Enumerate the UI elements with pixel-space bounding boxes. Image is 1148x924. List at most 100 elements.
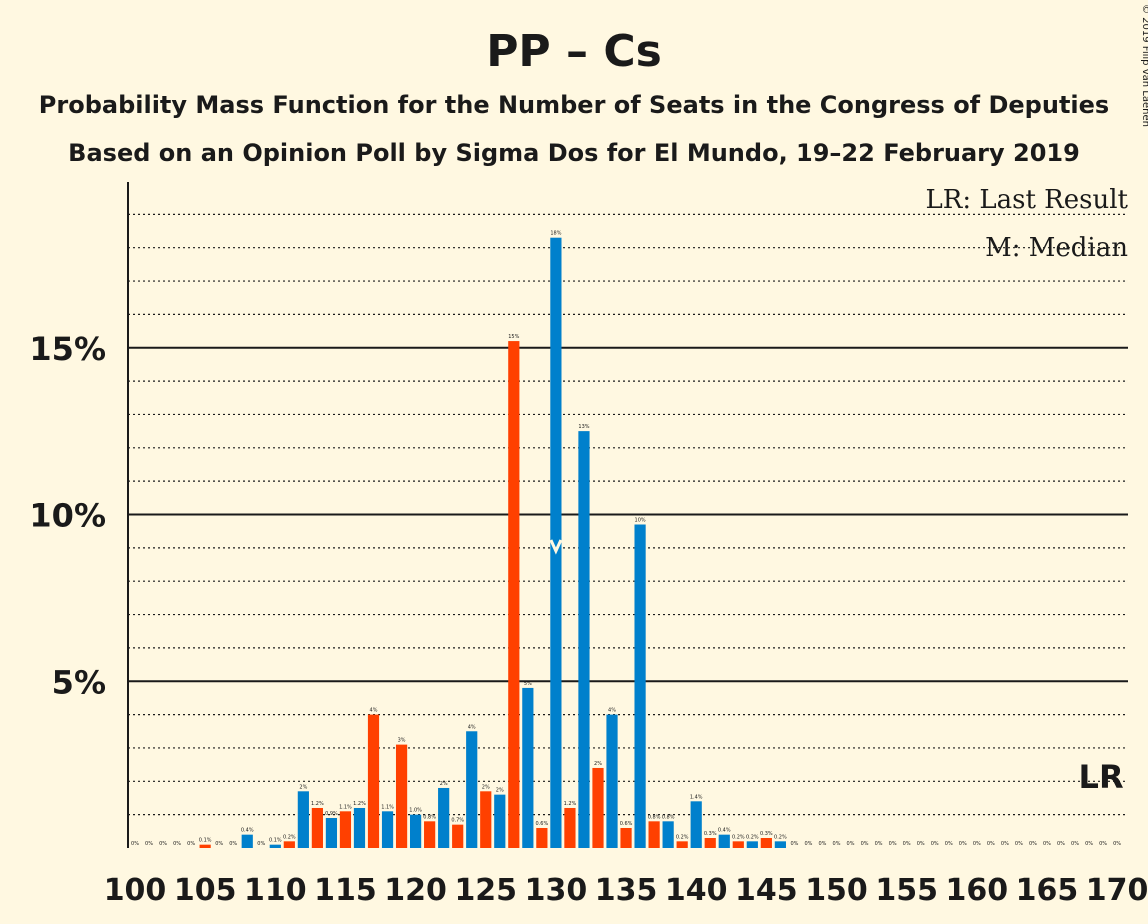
bar-label-165: 0%	[1043, 841, 1051, 847]
y-tick-label: 5%	[52, 663, 106, 701]
bar-label-124: 4%	[468, 724, 476, 730]
bar-133	[592, 767, 604, 848]
bar-label-159: 0%	[959, 841, 967, 847]
bar-120	[410, 814, 422, 848]
chart-title: PP – Cs	[486, 26, 662, 77]
bar-label-144: 0.2%	[746, 834, 759, 840]
bar-142	[718, 834, 730, 848]
bar-label-153: 0%	[875, 841, 883, 847]
chart-subtitle-2: Based on an Opinion Poll by Sigma Dos fo…	[68, 139, 1080, 167]
bar-140	[690, 801, 702, 848]
bar-label-167: 0%	[1071, 841, 1079, 847]
bar-110	[269, 844, 281, 848]
bar-139	[676, 841, 688, 848]
bar-113	[311, 807, 323, 848]
x-tick-label: 105	[174, 873, 237, 908]
bar-145	[760, 837, 772, 848]
x-tick-label: 110	[244, 873, 307, 908]
bar-label-113: 1.2%	[311, 801, 324, 807]
bar-label-166: 0%	[1057, 841, 1065, 847]
bar-115	[339, 811, 352, 848]
bar-label-137: 0.8%	[648, 814, 661, 820]
bar-138	[662, 821, 674, 848]
bar-111	[283, 841, 295, 848]
bar-144	[746, 841, 758, 848]
bar-label-160: 0%	[973, 841, 981, 847]
bar-label-168: 0%	[1085, 841, 1093, 847]
bar-label-101: 0%	[145, 841, 153, 847]
chart-subtitle-1: Probability Mass Function for the Number…	[39, 91, 1109, 119]
bar-114	[325, 817, 338, 848]
bar-126	[494, 794, 506, 848]
bar-105	[199, 844, 211, 848]
bar-label-117: 4%	[370, 708, 378, 714]
y-tick-label: 10%	[29, 497, 106, 535]
x-tick-label: 145	[735, 873, 798, 908]
bar-132	[578, 431, 590, 848]
bar-108	[241, 834, 253, 848]
bar-label-115: 1.1%	[339, 804, 352, 810]
y-axis-ticks: 5% 10% 15%	[29, 330, 106, 702]
x-tick-label: 125	[454, 873, 517, 908]
bar-122	[438, 787, 450, 848]
bar-label-111: 0.2%	[283, 834, 296, 840]
bar-label-170: 0%	[1113, 841, 1121, 847]
bar-label-140: 1.4%	[690, 794, 703, 800]
bar-label-105: 0.1%	[199, 838, 212, 844]
bar-label-122: 2%	[440, 781, 448, 787]
bar-label-138: 0.8%	[662, 814, 675, 820]
bar-label-107: 0%	[229, 841, 237, 847]
bar-124	[466, 731, 478, 848]
bar-141	[704, 837, 716, 848]
bar-label-148: 0%	[804, 841, 812, 847]
bar-label-163: 0%	[1015, 841, 1023, 847]
x-tick-label: 170	[1086, 873, 1148, 908]
bar-137	[648, 821, 660, 848]
bar-123	[452, 824, 464, 848]
bar-label-156: 0%	[917, 841, 925, 847]
bar-label-123: 0.7%	[451, 818, 464, 824]
bar-143	[732, 841, 744, 848]
x-axis-ticks: 100 105 110 115 120 125 130 135 140 145 150 155 160 1…	[104, 873, 1148, 908]
bar-label-119: 3%	[398, 738, 406, 744]
bar-117	[367, 714, 380, 848]
bar-label-103: 0%	[173, 841, 181, 847]
x-tick-label: 140	[665, 873, 728, 908]
bar-label-100: 0%	[131, 841, 139, 847]
bar-label-149: 0%	[819, 841, 827, 847]
bar-label-127: 15%	[508, 334, 519, 340]
bar-label-151: 0%	[847, 841, 855, 847]
bar-131	[564, 807, 576, 848]
bar-label-109: 0%	[257, 841, 265, 847]
bar-134	[606, 714, 618, 848]
bar-label-129: 0.6%	[536, 821, 549, 827]
bar-label-158: 0%	[945, 841, 953, 847]
bar-label-108: 0.4%	[241, 828, 254, 834]
bar-112	[297, 791, 309, 848]
bar-label-136: 10%	[635, 518, 646, 524]
last-result-marker: LR	[1079, 758, 1124, 796]
bar-146	[774, 841, 786, 848]
bar-119	[395, 744, 408, 848]
bar-116	[353, 807, 366, 848]
legend-last-result: LR: Last Result	[925, 185, 1128, 215]
x-tick-label: 115	[314, 873, 377, 908]
bar-label-130: 18%	[550, 231, 561, 237]
bar-label-161: 0%	[987, 841, 995, 847]
bar-label-121: 0.8%	[423, 814, 436, 820]
bar-label-104: 0%	[187, 841, 195, 847]
bar-label-134: 4%	[608, 708, 616, 714]
bar-label-135: 0.6%	[620, 821, 633, 827]
bar-125	[480, 791, 492, 848]
bar-135	[620, 827, 632, 848]
x-tick-label: 135	[595, 873, 658, 908]
x-tick-label: 160	[945, 873, 1008, 908]
x-tick-label: 120	[384, 873, 447, 908]
x-tick-label: 150	[805, 873, 868, 908]
bar-label-143: 0.2%	[732, 834, 745, 840]
bar-label-112: 2%	[299, 784, 307, 790]
bar-label-116: 1.2%	[353, 801, 366, 807]
bar-label-106: 0%	[215, 841, 223, 847]
x-tick-label: 155	[875, 873, 938, 908]
bar-130	[550, 237, 562, 848]
